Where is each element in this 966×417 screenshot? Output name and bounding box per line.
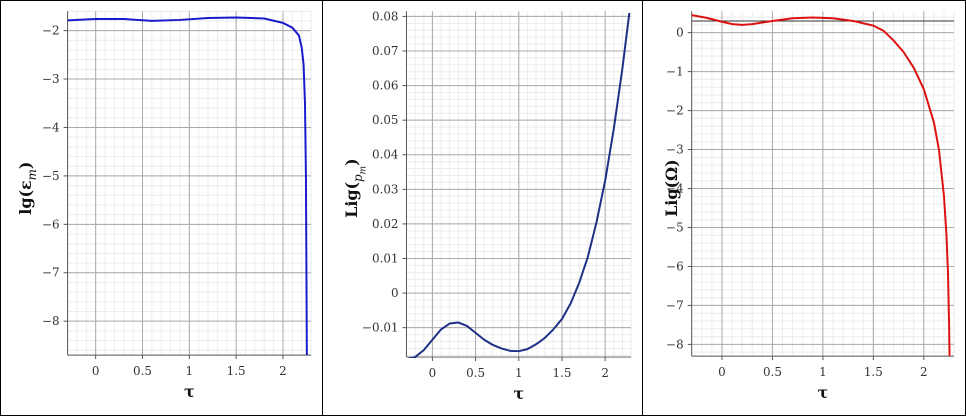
y-tick-label: 0.05: [372, 113, 399, 127]
y-tick-label: 0.01: [372, 251, 399, 265]
y-tick-label: −4: [42, 120, 60, 134]
chart-energy-density: 0 0.5 1 1.5 2 −2 −3 −4 −5 −6 −7 −8 τ lg(εm): [16, 10, 312, 401]
y-tick-label: −4: [666, 181, 684, 195]
x-axis-label: τ: [513, 384, 524, 403]
y-tick-label: 0.07: [372, 44, 399, 58]
y-tick-label: 0.02: [372, 217, 399, 231]
x-tick-label: 1: [515, 366, 523, 380]
y-tick-label: −3: [666, 143, 684, 157]
y-tick-label: −2: [666, 104, 684, 118]
x-tick-label: 0: [429, 366, 437, 380]
x-tick-label: 0.5: [763, 365, 782, 379]
x-tick-label: 0.5: [133, 364, 152, 378]
chart-omega: 0 0.5 1 1.5 2 0 −1 −2 −3 −4 −5 −6 −7 −8 τ Lig(Ω): [662, 11, 955, 402]
y-tick-label: 0.08: [372, 9, 399, 23]
series-line: [691, 14, 951, 357]
y-tick-label: −7: [42, 266, 60, 280]
series-line: [67, 16, 308, 356]
x-axis-label: τ: [818, 383, 829, 402]
y-tick-label: −3: [42, 72, 60, 86]
y-axis-label: Lig(Ω): [662, 159, 681, 217]
x-axis-label: τ: [184, 382, 195, 401]
panel-omega: 0 0.5 1 1.5 2 0 −1 −2 −3 −4 −5 −6 −7 −8 τ Lig(Ω): [642, 0, 966, 416]
y-tick-label: −2: [42, 24, 60, 38]
y-tick-label: 0: [391, 286, 399, 300]
x-tick-label: 0.5: [466, 366, 485, 380]
panel-pressure: 0 0.5 1 1.5 2 0.08 0.07 0.06 0.05 0.04 0.03 0.02 0.0…: [322, 0, 643, 416]
y-tick-label: 0: [676, 26, 684, 40]
series-line: [407, 12, 631, 359]
y-tick-label: −0.01: [362, 321, 399, 335]
y-tick-label: −8: [666, 337, 684, 351]
y-axis-label: Lig(pm): [342, 158, 369, 217]
y-tick-label: 0.04: [372, 148, 399, 162]
x-tick-label: 1: [819, 365, 827, 379]
y-tick-label: −6: [666, 259, 684, 273]
y-tick-label: 0.03: [372, 182, 399, 196]
x-tick-label: 0: [92, 364, 100, 378]
y-axis-label: lg(εm): [16, 162, 39, 215]
x-tick-label: 2: [601, 366, 609, 380]
x-tick-label: 2: [920, 365, 928, 379]
y-tick-label: 0.06: [372, 79, 399, 93]
y-tick-label: −5: [666, 220, 684, 234]
y-tick-label: −7: [666, 298, 684, 312]
y-tick-label: −5: [42, 169, 60, 183]
chart-pressure: 0 0.5 1 1.5 2 0.08 0.07 0.06 0.05 0.04 0.03 0.02 0.0…: [342, 9, 632, 403]
y-tick-label: −8: [42, 314, 60, 328]
x-tick-label: 2: [279, 364, 287, 378]
y-tick-label: −1: [666, 65, 684, 79]
panel-energy-density: 0 0.5 1 1.5 2 −2 −3 −4 −5 −6 −7 −8 τ lg(εm): [0, 0, 323, 416]
x-tick-label: 1.5: [552, 366, 571, 380]
y-tick-label: −6: [42, 217, 60, 231]
x-tick-label: 1.5: [227, 364, 246, 378]
x-tick-label: 1.5: [864, 365, 883, 379]
x-tick-label: 0: [718, 365, 726, 379]
x-tick-label: 1: [186, 364, 194, 378]
